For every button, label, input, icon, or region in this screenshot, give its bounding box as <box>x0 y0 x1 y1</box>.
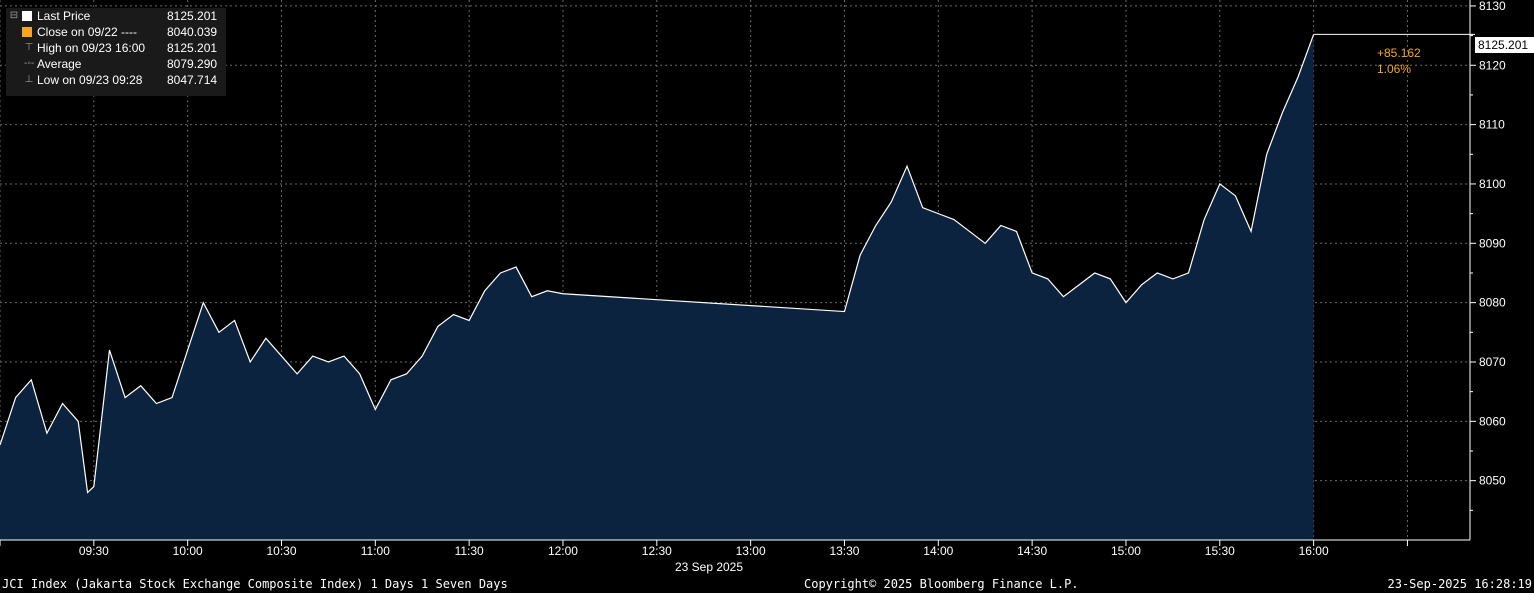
price-area-fill <box>0 34 1314 540</box>
x-axis-ticks: 09:30 10:00 10:30 11:00 11:30 12:00 12:30 13:00… <box>0 540 1408 558</box>
y-tick-label: 8050 <box>1479 474 1506 488</box>
y-tick-label: 8130 <box>1479 0 1506 13</box>
change-absolute: +85.162 <box>1377 46 1421 60</box>
low-marker-icon: ⊥ <box>24 74 34 85</box>
collapse-box-icon[interactable]: ⊟ <box>9 10 19 21</box>
x-tick-label: 12:30 <box>642 544 672 558</box>
y-axis-ticks: 8050 8060 8070 8080 8090 8100 8110 8120 8130 <box>1470 0 1506 511</box>
x-tick-label: 09:30 <box>79 544 109 558</box>
change-percent: 1.06% <box>1377 62 1411 76</box>
legend-item-close[interactable]: Close on 09/22 ---- 8040.039 <box>6 24 226 40</box>
legend-label: Close on 09/22 ---- <box>37 25 138 39</box>
legend-item-average[interactable]: -◦- Average 8079.290 <box>6 56 226 72</box>
legend-label: Low on 09/23 09:28 <box>37 73 143 87</box>
y-tick-label: 8070 <box>1479 355 1506 369</box>
x-tick-label: 14:00 <box>923 544 953 558</box>
x-tick-label: 15:00 <box>1111 544 1141 558</box>
legend-label: Average <box>37 57 82 71</box>
legend-value: 8079.290 <box>167 57 218 71</box>
x-tick-label: 13:00 <box>736 544 766 558</box>
y-tick-label: 8110 <box>1479 118 1505 132</box>
x-tick-label: 10:30 <box>266 544 296 558</box>
chart-footer: JCI Index (Jakarta Stock Exchange Compos… <box>0 575 1534 593</box>
footer-security-description: JCI Index (Jakarta Stock Exchange Compos… <box>2 577 508 591</box>
average-line-icon: -◦- <box>24 58 35 69</box>
legend-item-high[interactable]: ⊤ High on 09/23 16:00 8125.201 <box>6 40 226 56</box>
x-tick-label: 11:00 <box>361 544 390 558</box>
y-tick-label: 8060 <box>1479 414 1506 428</box>
x-tick-label: 16:00 <box>1299 544 1329 558</box>
y-tick-label: 8120 <box>1479 58 1506 72</box>
date-label: 23 Sep 2025 <box>675 560 743 574</box>
y-tick-label: 8090 <box>1479 236 1506 250</box>
legend-item-last-price[interactable]: ⊟ Last Price 8125.201 <box>6 8 226 24</box>
last-price-tag-box <box>1475 37 1534 53</box>
last-price-tag: 8125.201 <box>1478 38 1528 52</box>
y-tick-label: 8080 <box>1479 296 1506 310</box>
x-tick-label: 14:30 <box>1017 544 1047 558</box>
legend-label: High on 09/23 16:00 <box>37 41 146 55</box>
legend-value: 8125.201 <box>167 41 218 55</box>
x-tick-label: 11:30 <box>455 544 484 558</box>
y-tick-label: 8100 <box>1479 177 1506 191</box>
chart-axes <box>0 0 1471 541</box>
legend-value: 8040.039 <box>167 25 218 39</box>
chart-legend: ⊟ Last Price 8125.201 Close on 09/22 ---… <box>6 8 226 96</box>
legend-item-low[interactable]: ⊥ Low on 09/23 09:28 8047.714 <box>6 72 226 88</box>
x-tick-label: 10:00 <box>173 544 203 558</box>
price-line <box>0 34 1315 494</box>
footer-copyright: Copyright© 2025 Bloomberg Finance L.P. <box>804 577 1079 591</box>
x-tick-label: 13:30 <box>829 544 859 558</box>
close-swatch <box>22 27 32 37</box>
footer-timestamp: 23-Sep-2025 16:28:19 <box>1387 577 1533 591</box>
high-marker-icon: ⊤ <box>24 42 34 53</box>
x-tick-label: 12:00 <box>548 544 578 558</box>
last-price-swatch <box>22 11 32 21</box>
legend-value: 8125.201 <box>167 9 218 23</box>
x-tick-label: 15:30 <box>1205 544 1235 558</box>
legend-label: Last Price <box>37 9 91 23</box>
legend-value: 8047.714 <box>167 73 218 87</box>
